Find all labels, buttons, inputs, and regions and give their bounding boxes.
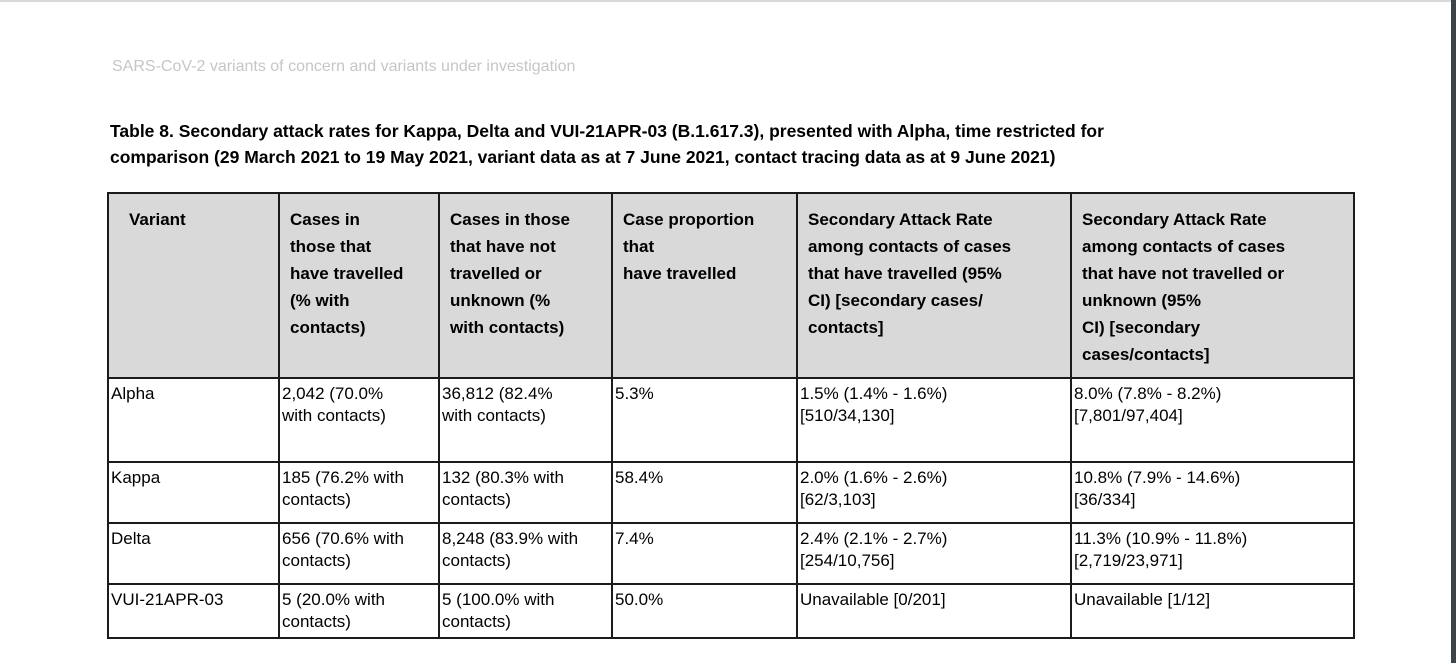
table-row-delta: Delta 656 (70.6% with contacts) 8,248 (8…: [107, 522, 1355, 585]
cell-variant: Alpha: [107, 377, 280, 463]
table-header-row: Variant Cases in those that have travell…: [107, 192, 1355, 379]
cell-case-proportion: 7.4%: [611, 522, 798, 585]
table-row-alpha: Alpha 2,042 (70.0% with contacts) 36,812…: [107, 377, 1355, 463]
cell-cases-not-travelled: 5 (100.0% with contacts): [438, 583, 613, 639]
column-header-case-proportion: Case proportion that have travelled: [611, 192, 798, 379]
cell-cases-not-travelled: 132 (80.3% with contacts): [438, 461, 613, 524]
cell-cases-travelled: 2,042 (70.0% with contacts): [278, 377, 440, 463]
column-header-cases-travelled: Cases in those that have travelled (% wi…: [278, 192, 440, 379]
cell-sar-not-travelled: 10.8% (7.9% - 14.6%) [36/334]: [1070, 461, 1355, 524]
column-header-cases-not-travelled: Cases in those that have not travelled o…: [438, 192, 613, 379]
cell-sar-not-travelled: 11.3% (10.9% - 11.8%) [2,719/23,971]: [1070, 522, 1355, 585]
cell-variant: VUI-21APR-03: [107, 583, 280, 639]
cell-case-proportion: 58.4%: [611, 461, 798, 524]
cell-sar-travelled: 1.5% (1.4% - 1.6%) [510/34,130]: [796, 377, 1072, 463]
table-title: Table 8. Secondary attack rates for Kapp…: [110, 121, 1104, 167]
secondary-attack-rate-table: Variant Cases in those that have travell…: [107, 192, 1355, 639]
cell-variant: Delta: [107, 522, 280, 585]
page-top-edge-line: [0, 0, 1456, 2]
cell-cases-not-travelled: 36,812 (82.4% with contacts): [438, 377, 613, 463]
cell-case-proportion: 5.3%: [611, 377, 798, 463]
table-row-vui-21apr-03: VUI-21APR-03 5 (20.0% with contacts) 5 (…: [107, 583, 1355, 639]
cell-cases-travelled: 185 (76.2% with contacts): [278, 461, 440, 524]
cell-variant: Kappa: [107, 461, 280, 524]
table-row-kappa: Kappa 185 (76.2% with contacts) 132 (80.…: [107, 461, 1355, 524]
column-header-sar-travelled: Secondary Attack Rate among contacts of …: [796, 192, 1072, 379]
cell-sar-travelled: 2.4% (2.1% - 2.7%) [254/10,756]: [796, 522, 1072, 585]
cell-sar-not-travelled: Unavailable [1/12]: [1070, 583, 1355, 639]
window-right-edge-strip: [1451, 0, 1456, 663]
cell-case-proportion: 50.0%: [611, 583, 798, 639]
running-header: SARS-CoV-2 variants of concern and varia…: [112, 58, 576, 75]
cell-cases-travelled: 5 (20.0% with contacts): [278, 583, 440, 639]
cell-cases-not-travelled: 8,248 (83.9% with contacts): [438, 522, 613, 585]
cell-sar-not-travelled: 8.0% (7.8% - 8.2%) [7,801/97,404]: [1070, 377, 1355, 463]
column-header-variant: Variant: [107, 192, 280, 379]
cell-cases-travelled: 656 (70.6% with contacts): [278, 522, 440, 585]
column-header-sar-not-travelled: Secondary Attack Rate among contacts of …: [1070, 192, 1355, 379]
cell-sar-travelled: Unavailable [0/201]: [796, 583, 1072, 639]
cell-sar-travelled: 2.0% (1.6% - 2.6%) [62/3,103]: [796, 461, 1072, 524]
